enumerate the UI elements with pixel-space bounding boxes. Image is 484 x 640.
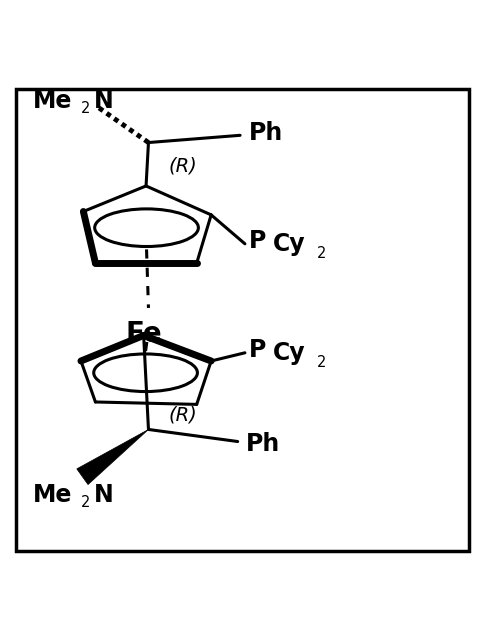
Text: $_2$: $_2$ <box>316 349 326 369</box>
Text: $_2$: $_2$ <box>80 97 90 116</box>
Text: Me: Me <box>32 483 72 507</box>
FancyBboxPatch shape <box>16 88 468 552</box>
Text: N: N <box>94 88 113 113</box>
Text: Me: Me <box>32 88 72 113</box>
Text: Ph: Ph <box>248 121 283 145</box>
Text: Fe: Fe <box>125 319 162 348</box>
Text: $_2$: $_2$ <box>80 490 90 510</box>
Text: P: P <box>248 339 266 362</box>
Text: Cy: Cy <box>272 232 305 256</box>
Text: $_2$: $_2$ <box>316 241 326 260</box>
Text: (R): (R) <box>168 156 197 175</box>
Text: (R): (R) <box>168 406 197 424</box>
Polygon shape <box>76 429 148 484</box>
Text: P: P <box>248 229 266 253</box>
Text: Cy: Cy <box>272 340 305 365</box>
Text: N: N <box>94 483 113 507</box>
Text: Ph: Ph <box>246 432 280 456</box>
